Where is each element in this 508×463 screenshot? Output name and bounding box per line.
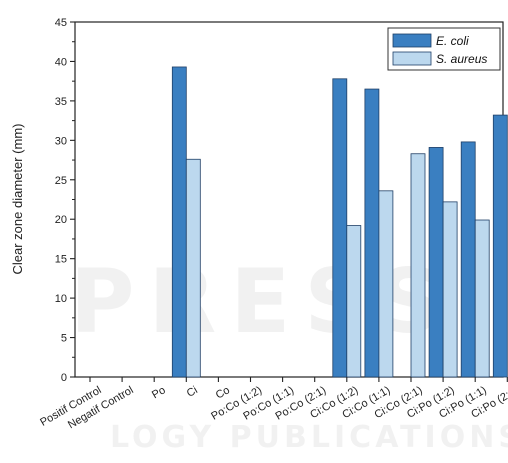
x-tick-label: Co — [214, 384, 232, 401]
y-tick-label: 0 — [61, 372, 67, 384]
y-axis-label: Clear zone diameter (mm) — [10, 124, 25, 275]
y-tick-label: 40 — [55, 56, 67, 68]
legend-swatch — [392, 33, 432, 48]
watermark-line-1: PRESS — [70, 250, 455, 353]
bar-s-aureus — [410, 153, 426, 378]
bars — [171, 66, 508, 378]
bar-s-aureus — [185, 158, 201, 378]
bar-s-aureus — [346, 225, 362, 378]
y-tick-label: 15 — [55, 254, 67, 266]
bar-s-aureus — [442, 201, 458, 378]
x-tick-label: Po — [150, 384, 168, 401]
bar-e-coli — [492, 114, 508, 378]
bar-e-coli — [332, 78, 348, 378]
bar-s-aureus — [474, 219, 490, 378]
bar-s-aureus — [378, 190, 394, 378]
legend-label: S. aureus — [436, 52, 487, 66]
watermark-line-2: LOGY PUBLICATIONS — [110, 420, 508, 455]
y-tick-label: 45 — [55, 17, 67, 29]
x-tick-label: Ci — [185, 384, 200, 400]
y-tick-label: 10 — [55, 293, 67, 305]
bar-e-coli — [460, 141, 476, 378]
legend-label: E. coli — [436, 34, 469, 48]
y-tick-label: 5 — [61, 333, 67, 345]
bar-e-coli — [171, 66, 187, 378]
y-tick-label: 30 — [55, 135, 67, 147]
y-tick-label: 20 — [55, 214, 67, 226]
y-tick-label: 25 — [55, 175, 67, 187]
legend-swatch — [392, 51, 432, 66]
y-tick-label: 35 — [55, 96, 67, 108]
bar-e-coli — [364, 88, 380, 378]
legend: E. coli S. aureus — [387, 27, 501, 71]
bar-e-coli — [428, 147, 444, 378]
